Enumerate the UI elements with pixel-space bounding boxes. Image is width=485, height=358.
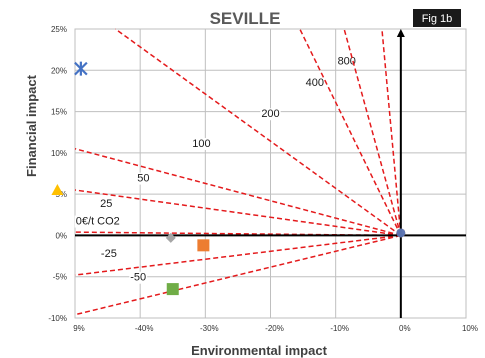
co2-label-bg [129, 271, 148, 284]
co2-price-label: 100 [192, 138, 210, 150]
co2-label-bg [99, 247, 118, 260]
y-tick-label: 20% [51, 66, 67, 75]
star-point [74, 61, 88, 76]
x-tick-label: 10% [462, 324, 478, 333]
co2-price-label: 800 [338, 55, 356, 67]
co2-price-line [74, 148, 402, 237]
co2-price-label: 400 [306, 77, 324, 89]
co2-label-bg [336, 55, 357, 68]
square-point [166, 283, 179, 296]
co2-price-line [343, 28, 402, 236]
y-tick-label: 0% [55, 231, 67, 240]
co2-price-line [74, 189, 401, 237]
co2-price-lines: 800 400 200 100 50 25 0€/t CO2 -25 -50 [74, 28, 402, 316]
x-axis-ticks: 9% -40% -30% -20% -10% 0% 10% [73, 324, 478, 333]
x-tick-label: -40% [135, 324, 154, 333]
y-tick-label: -10% [48, 314, 67, 323]
y-tick-label: 15% [51, 108, 67, 117]
co2-price-line [114, 28, 402, 237]
co2-price-line [381, 28, 402, 236]
co2-label-bg [136, 172, 151, 185]
co2-label-bg [99, 198, 114, 211]
square-point [197, 239, 210, 252]
x-tick-label: -10% [330, 324, 349, 333]
co2-label-bg [191, 137, 212, 150]
chart-title: SEVILLE [210, 9, 281, 28]
x-axis-title: Environmental impact [191, 343, 327, 358]
x-tick-label: 0% [399, 324, 411, 333]
co2-price-label: -25 [101, 248, 117, 260]
figure-badge: Fig 1b [413, 9, 461, 27]
data-points [51, 61, 406, 296]
circle-point [396, 228, 406, 238]
co2-price-label: 50 [137, 173, 149, 185]
co2-price-label: 0€/t CO2 [76, 216, 120, 228]
co2-price-line [74, 234, 401, 276]
y-axis-arrow [396, 29, 405, 37]
x-tick-label: -30% [200, 324, 219, 333]
co2-price-label: 25 [100, 198, 112, 210]
y-axis-ticks: 25%20%15%10%5%0%-5%-10% [48, 25, 67, 323]
co2-price-line [74, 231, 401, 237]
y-tick-label: -5% [53, 273, 67, 282]
co2-label-bg [304, 76, 325, 89]
y-tick-label: 25% [51, 25, 67, 34]
co2-label-bg [74, 215, 121, 228]
co2-price-label: -50 [130, 272, 146, 284]
co2-price-label: 200 [261, 108, 279, 120]
co2-label-bg [260, 108, 281, 121]
y-axis-title: Financial impact [24, 74, 39, 177]
x-tick-label: 9% [73, 324, 85, 333]
x-tick-label: -20% [265, 324, 284, 333]
diamond-point [165, 232, 176, 243]
triangle-point [51, 184, 64, 196]
co2-price-line [299, 28, 402, 236]
y-tick-label: 10% [51, 149, 67, 158]
figure-badge-label: Fig 1b [422, 13, 453, 25]
